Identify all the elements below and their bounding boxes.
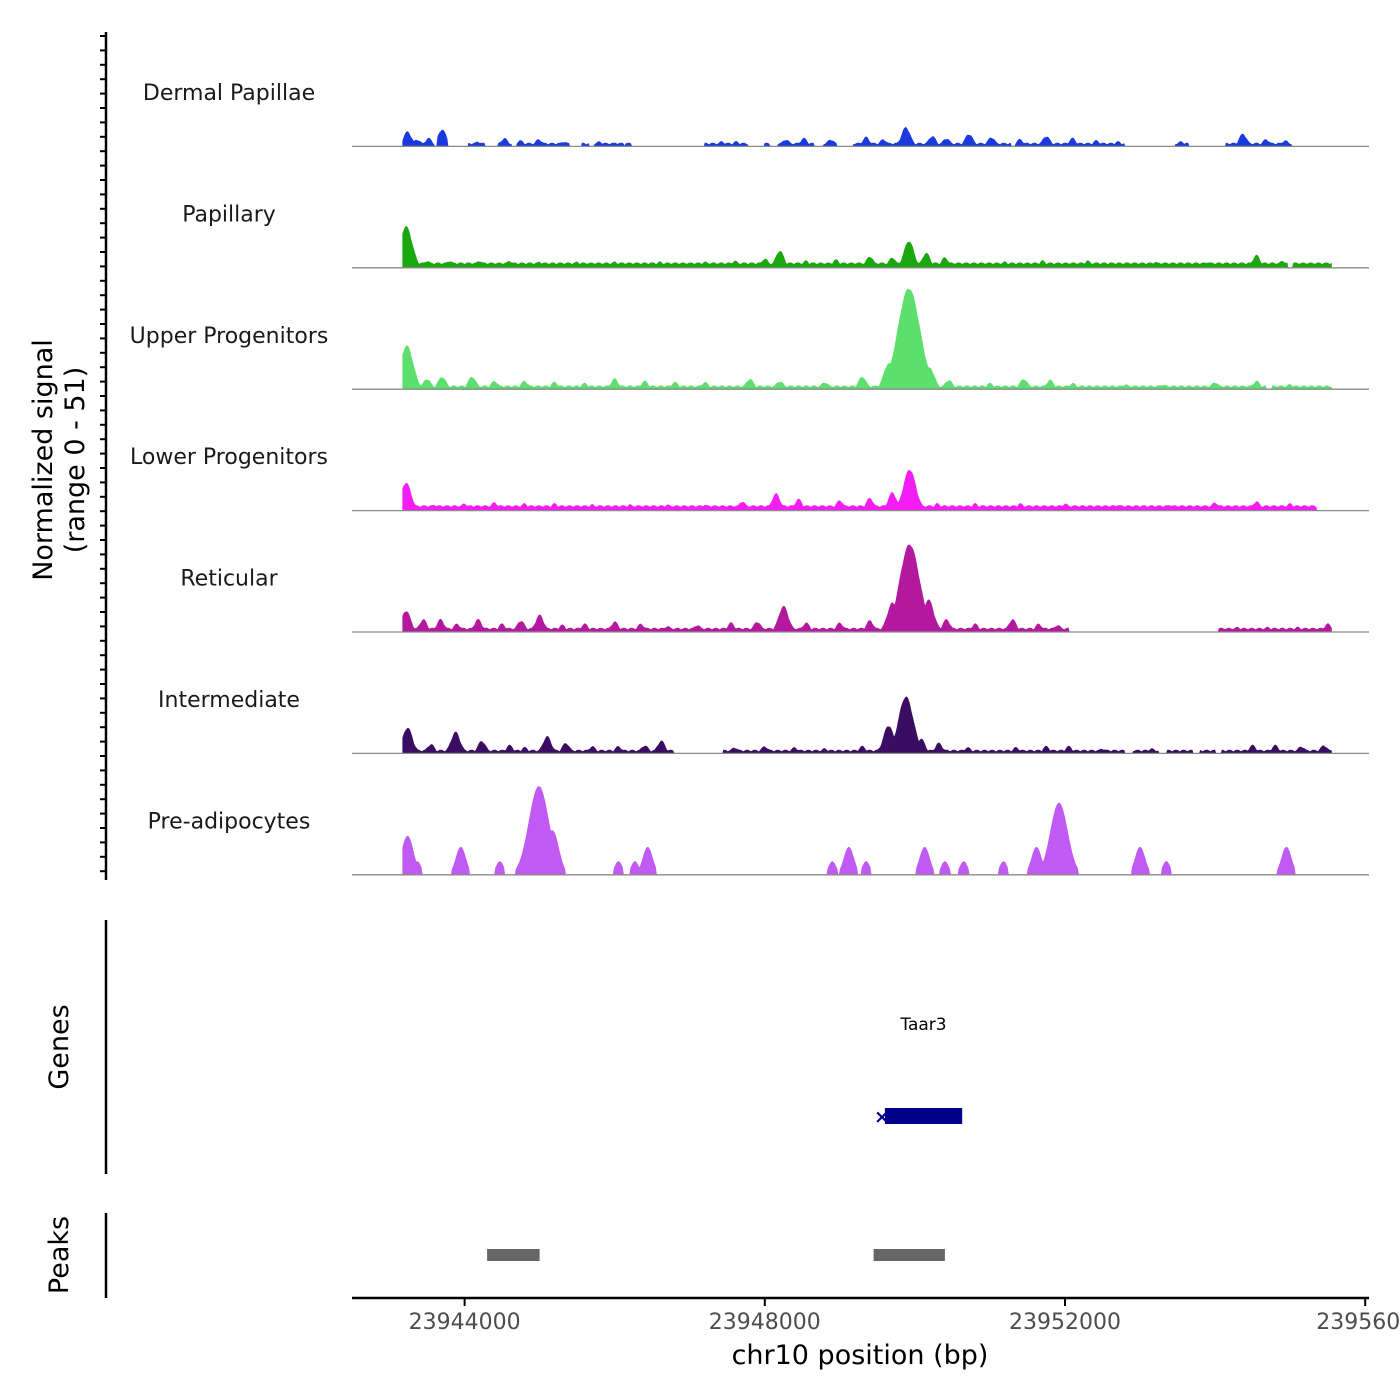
gene-strand-marker: × bbox=[874, 1106, 890, 1128]
track-label-pre-adipocytes: Pre-adipocytes bbox=[148, 809, 311, 834]
signal-area-intermediate bbox=[402, 696, 1332, 754]
peak-region bbox=[487, 1249, 540, 1261]
track-label-dermal-papillae: Dermal Papillae bbox=[143, 81, 315, 106]
x-tick-label: 2395600 bbox=[1316, 1310, 1400, 1335]
signal-y-ticks bbox=[100, 35, 106, 873]
track-label-intermediate: Intermediate bbox=[158, 688, 300, 713]
gene-body-taar3 bbox=[884, 1108, 963, 1124]
track-label-upper-progenitors: Upper Progenitors bbox=[130, 324, 329, 349]
signal-area-lower-progenitors bbox=[402, 469, 1332, 511]
track-label-reticular: Reticular bbox=[180, 567, 278, 592]
signal-area-papillary bbox=[402, 226, 1332, 269]
peaks-track-label: Peaks bbox=[44, 1216, 75, 1294]
track-label-papillary: Papillary bbox=[182, 202, 276, 227]
x-tick-label: 23952000 bbox=[1009, 1310, 1121, 1335]
peaks-layer bbox=[487, 1249, 945, 1261]
track-pre-adipocytes: Pre-adipocytes bbox=[148, 786, 1369, 876]
track-label-lower-progenitors: Lower Progenitors bbox=[130, 445, 328, 470]
track-intermediate: Intermediate bbox=[158, 688, 1369, 755]
coverage-tracks: Dermal Papillae Papillary Upper Progenitor… bbox=[130, 81, 1369, 876]
track-upper-progenitors: Upper Progenitors bbox=[130, 288, 1369, 390]
genes-track-label: Genes bbox=[44, 1004, 75, 1089]
signal-area-upper-progenitors bbox=[402, 288, 1332, 390]
track-dermal-papillae: Dermal Papillae bbox=[143, 81, 1369, 148]
x-axis-ticks: 23944000 23948000 23952000 2395600 bbox=[409, 1298, 1400, 1335]
signal-area-dermal-papillae bbox=[402, 127, 1332, 148]
x-axis-label: chr10 position (bp) bbox=[732, 1340, 989, 1371]
track-lower-progenitors: Lower Progenitors bbox=[130, 445, 1369, 512]
y-axis-label-line2: (range 0 - 51) bbox=[60, 367, 91, 554]
x-tick-label: 23944000 bbox=[409, 1310, 521, 1335]
track-reticular: Reticular bbox=[180, 544, 1369, 633]
x-tick-label: 23948000 bbox=[709, 1310, 821, 1335]
gene-label-taar3: Taar3 bbox=[899, 1015, 946, 1035]
peak-region bbox=[873, 1249, 945, 1261]
signal-area-reticular bbox=[402, 544, 1332, 633]
signal-area-pre-adipocytes bbox=[402, 786, 1332, 876]
y-axis-label-line1: Normalized signal bbox=[28, 339, 59, 581]
track-papillary: Papillary bbox=[182, 202, 1369, 269]
genes-layer: Taar3 × bbox=[874, 1015, 963, 1128]
